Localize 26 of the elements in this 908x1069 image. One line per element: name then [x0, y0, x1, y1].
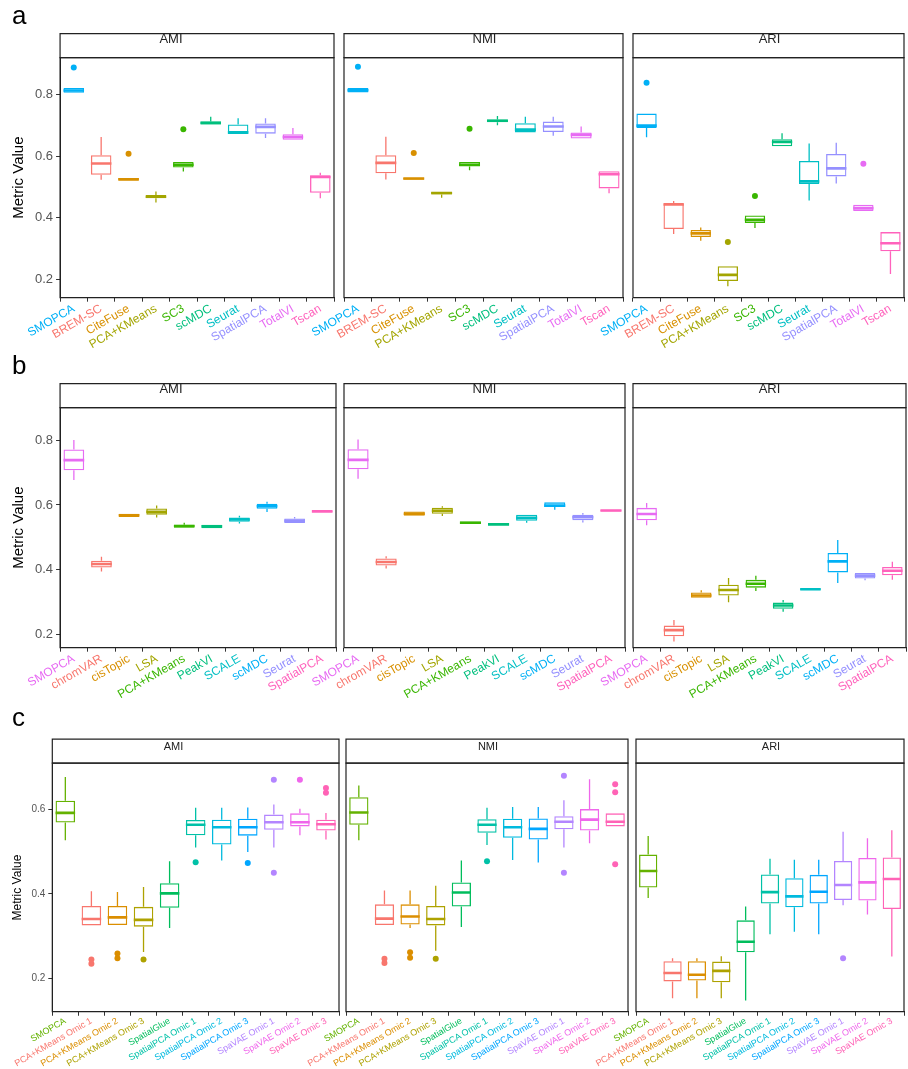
text: b [12, 350, 27, 381]
y-tick-label: 0.8 [34, 86, 54, 102]
chart-title: AMI [159, 381, 183, 397]
chart-title: ARI [761, 739, 781, 752]
chart-title: ARI [758, 31, 781, 47]
chart-title: AMI [159, 31, 183, 47]
y-tick-label: 0.4 [31, 887, 46, 899]
text: c [12, 702, 25, 733]
y-tick-label: 0.6 [31, 803, 46, 815]
chart-title: ARI [758, 381, 781, 397]
text: a [12, 0, 27, 31]
y-tick-label: 0.6 [34, 147, 54, 163]
chart-title: AMI [163, 739, 184, 752]
y-tick-label: 0.2 [31, 971, 46, 983]
y-axis-title: Metric Value [9, 854, 24, 921]
y-tick-label: 0.6 [34, 496, 54, 512]
y-axis-title: Metric Value [9, 486, 27, 569]
y-tick-label: 0.8 [34, 431, 54, 447]
y-tick-label: 0.4 [34, 209, 54, 225]
y-tick-label: 0.4 [34, 561, 54, 577]
y-axis-title: Metric Value [9, 136, 27, 219]
y-tick-label: 0.2 [34, 626, 54, 642]
chart-title: NMI [477, 739, 499, 752]
y-tick-label: 0.2 [34, 270, 54, 286]
chart-title: NMI [472, 31, 497, 47]
chart-title: NMI [472, 381, 497, 397]
